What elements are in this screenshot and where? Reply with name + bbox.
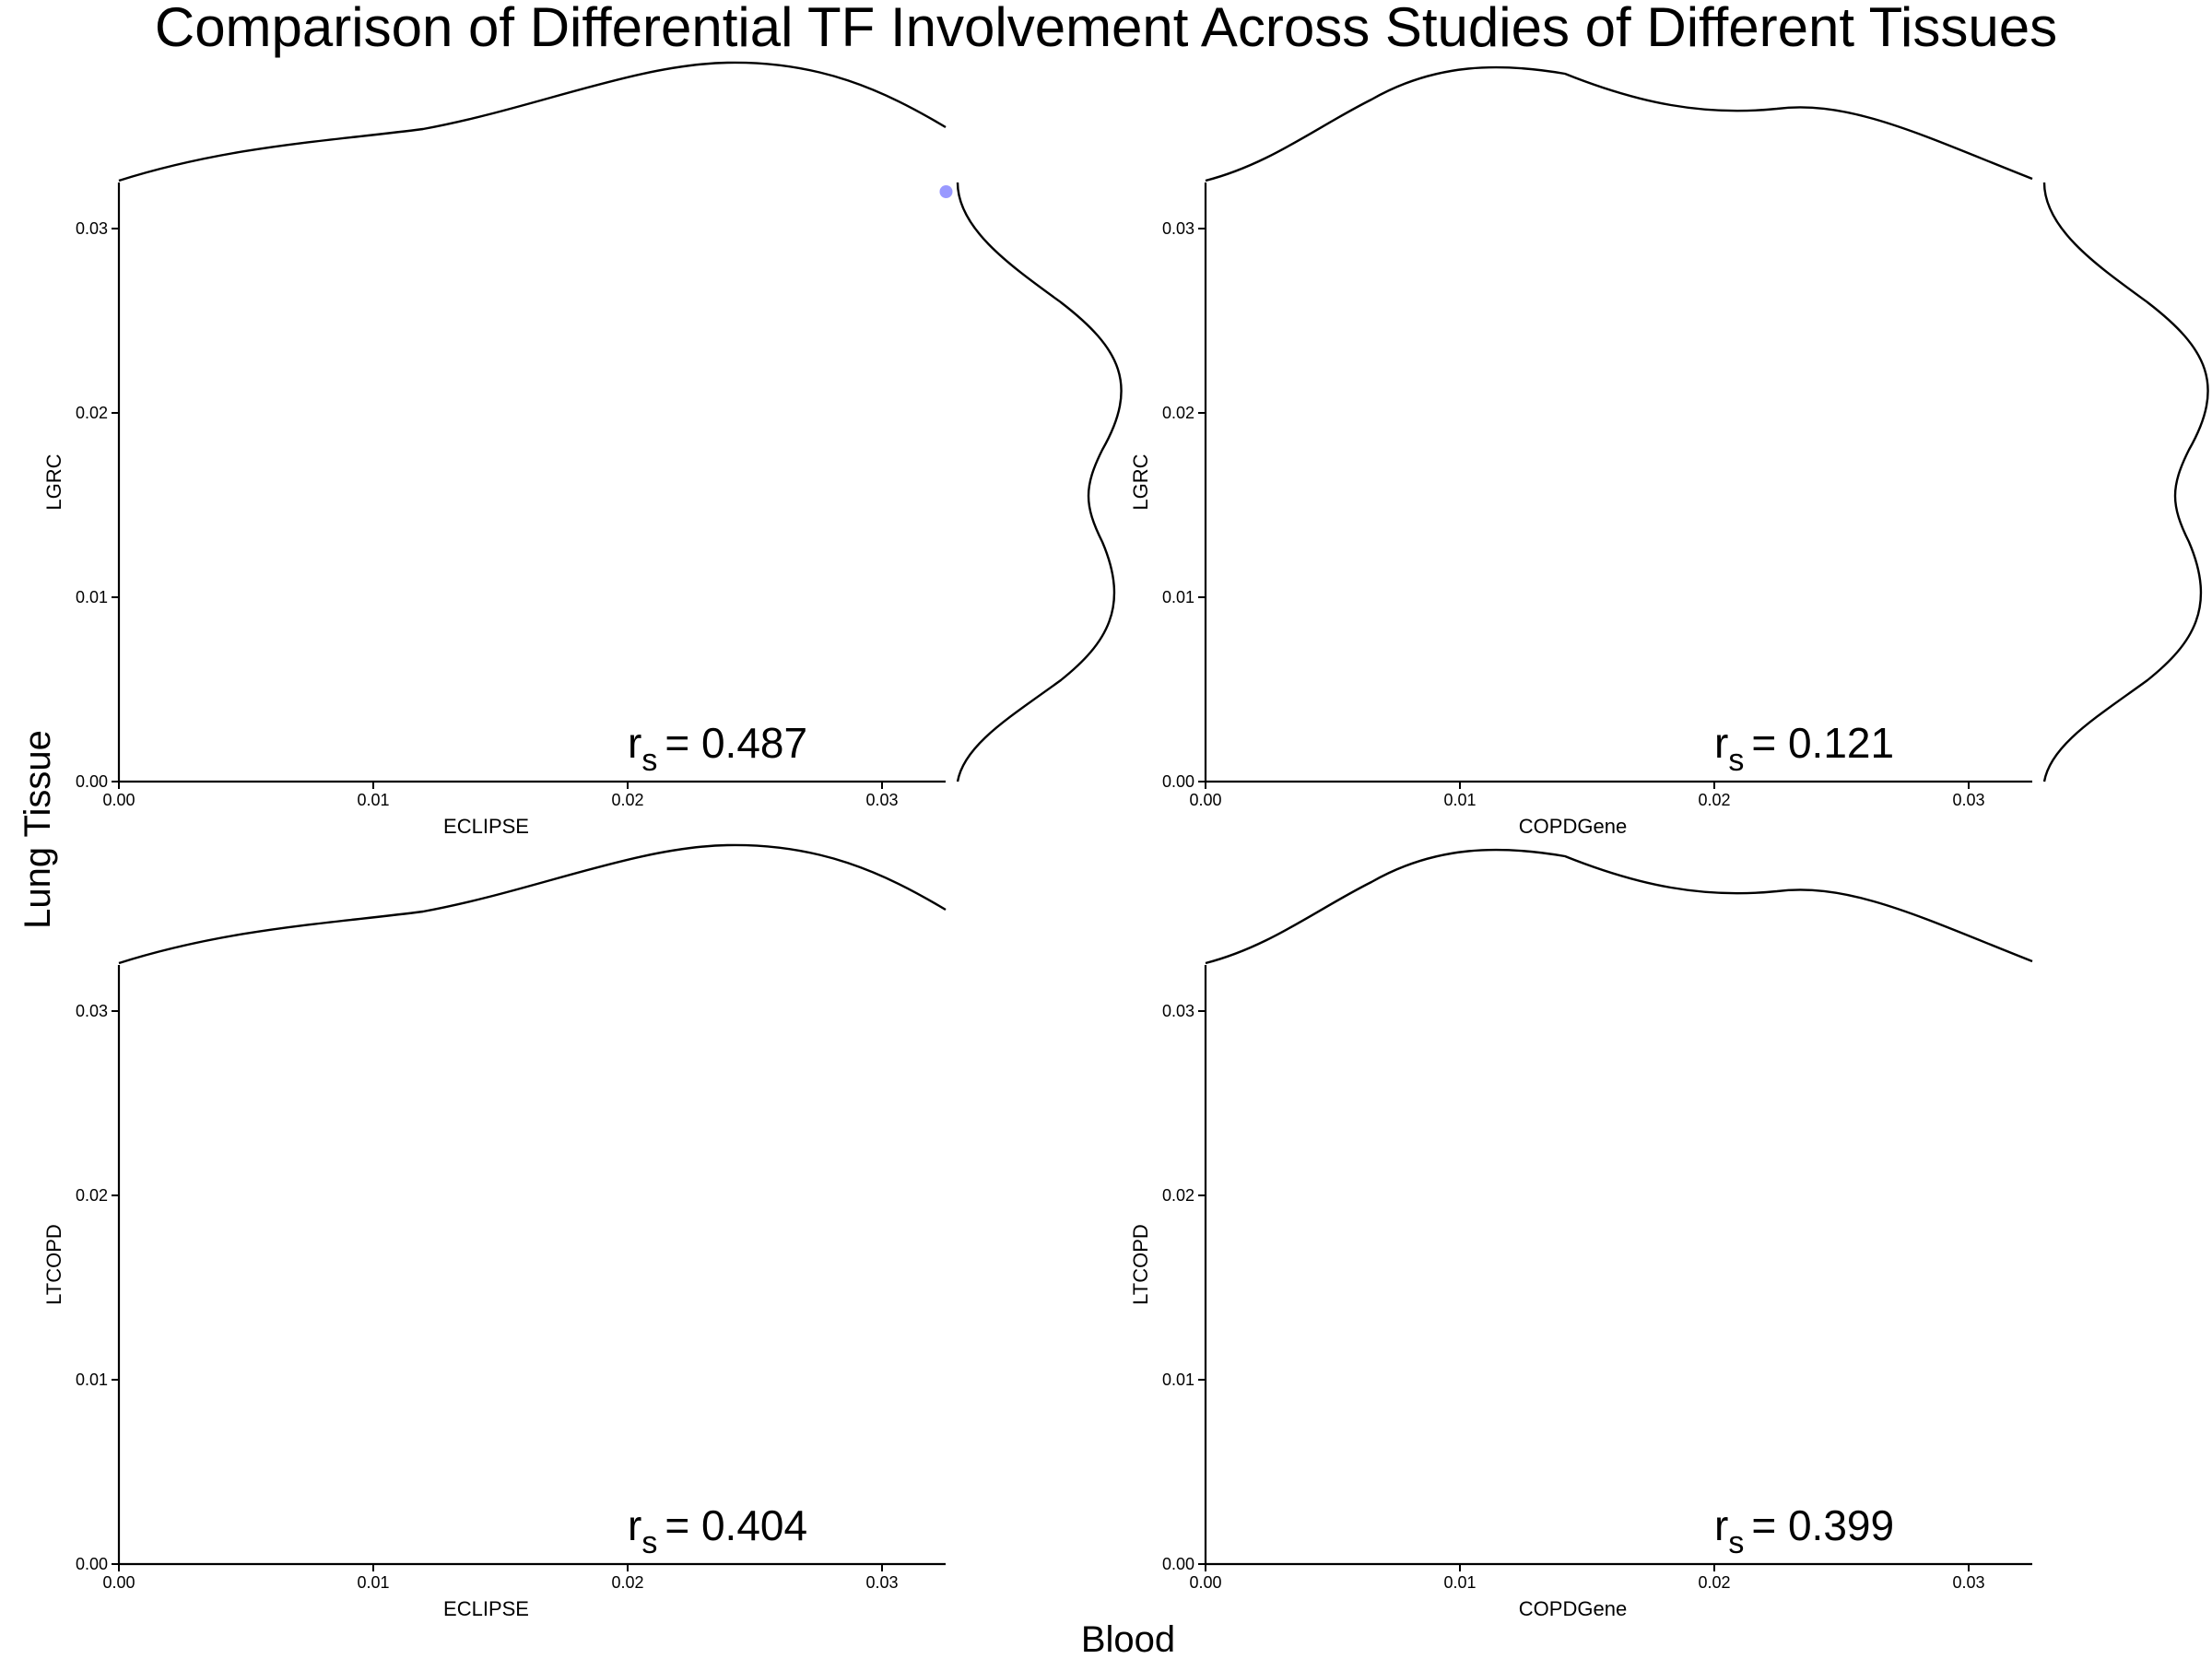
panel-1: 0.00 0.01 0.02 0.03 0.00 0.01 0.02 0.03 ECLIPSE L…	[42, 61, 1123, 838]
x-tick-label: 0.00	[1189, 1573, 1221, 1592]
y-tick-label: 0.02	[76, 404, 108, 422]
y-tick-label: 0.00	[76, 772, 108, 791]
panel-2: 0.00 0.01 0.02 0.03 0.00 0.01 0.02 0.03 COPDGene…	[1129, 65, 2209, 838]
y-tick-label: 0.03	[76, 1002, 108, 1020]
annotation-value: = 0.121	[1751, 719, 1894, 767]
y-axis-title: LGRC	[1129, 453, 1152, 510]
annotation-symbol: r	[628, 1501, 641, 1549]
y-tick-label: 0.02	[1162, 404, 1194, 422]
x-tick-label: 0.03	[1952, 1573, 1984, 1592]
y-tick-label: 0.02	[76, 1186, 108, 1205]
y-marginal-density	[956, 182, 1123, 782]
panel-3: 0.00 0.01 0.02 0.03 0.00 0.01 0.02 0.03 ECLIPSE L…	[42, 843, 947, 1620]
y-tick-label: 0.01	[76, 588, 108, 606]
x-tick-label: 0.00	[1189, 791, 1221, 809]
y-tick-label: 0.03	[1162, 219, 1194, 238]
y-tick-label: 0.01	[1162, 588, 1194, 606]
y-tick-label: 0.03	[1162, 1002, 1194, 1020]
annotation-subscript: s	[641, 1525, 657, 1560]
y-axis-title: LTCOPD	[42, 1224, 65, 1305]
y-tick-label: 0.00	[1162, 772, 1194, 791]
data-point	[939, 185, 953, 198]
correlation-annotation: rs = 0.487	[628, 719, 807, 778]
annotation-symbol: r	[1714, 1501, 1728, 1549]
x-marginal-density	[1205, 65, 2033, 182]
x-tick-label: 0.02	[1698, 791, 1730, 809]
y-tick-label: 0.00	[1162, 1555, 1194, 1573]
x-tick-label: 0.00	[102, 1573, 135, 1592]
x-tick-label: 0.03	[1952, 791, 1984, 809]
annotation-value: = 0.399	[1751, 1501, 1894, 1549]
annotation-subscript: s	[1728, 1525, 1744, 1560]
y-tick-label: 0.03	[76, 219, 108, 238]
x-tick-label: 0.02	[1698, 1573, 1730, 1592]
y-marginal-density	[2042, 182, 2209, 782]
x-marginal-density	[118, 843, 947, 965]
annotation-symbol: r	[1714, 719, 1728, 767]
x-tick-label: 0.00	[102, 791, 135, 809]
y-axis-title: LGRC	[42, 453, 65, 510]
y-tick-label: 0.02	[1162, 1186, 1194, 1205]
y-tick-label: 0.00	[76, 1555, 108, 1573]
x-tick-label: 0.01	[357, 1573, 389, 1592]
y-axis-title: LTCOPD	[1129, 1224, 1152, 1305]
x-tick-label: 0.03	[865, 791, 898, 809]
x-tick-label: 0.03	[865, 1573, 898, 1592]
panels: 0.00 0.01 0.02 0.03 0.00 0.01 0.02 0.03 ECLIPSE L…	[42, 61, 2209, 1620]
x-marginal-density	[118, 61, 947, 182]
x-tick-label: 0.01	[1443, 791, 1476, 809]
correlation-annotation: rs = 0.399	[1714, 1501, 1894, 1560]
x-axis-title: ECLIPSE	[443, 1597, 529, 1620]
y-tick-label: 0.01	[1162, 1371, 1194, 1389]
x-axis-title: COPDGene	[1519, 1597, 1627, 1620]
x-axis-title: ECLIPSE	[443, 815, 529, 838]
x-axis-title: COPDGene	[1519, 815, 1627, 838]
panel-4: 0.00 0.01 0.02 0.03 0.00 0.01 0.02 0.03 COPDGene…	[1129, 848, 2033, 1620]
shared-x-label: Blood	[1081, 1619, 1175, 1659]
annotation-subscript: s	[1728, 743, 1744, 778]
annotation-subscript: s	[641, 743, 657, 778]
x-tick-label: 0.02	[611, 791, 643, 809]
shared-y-label: Lung Tissue	[18, 730, 58, 929]
x-tick-label: 0.01	[357, 791, 389, 809]
correlation-annotation: rs = 0.404	[628, 1501, 807, 1560]
annotation-value: = 0.487	[665, 719, 807, 767]
figure-title: Comparison of Differential TF Involvemen…	[155, 0, 2057, 58]
x-marginal-density	[1205, 848, 2033, 965]
y-tick-label: 0.01	[76, 1371, 108, 1389]
x-tick-label: 0.02	[611, 1573, 643, 1592]
correlation-annotation: rs = 0.121	[1714, 719, 1894, 778]
annotation-symbol: r	[628, 719, 641, 767]
x-tick-label: 0.01	[1443, 1573, 1476, 1592]
annotation-value: = 0.404	[665, 1501, 807, 1549]
